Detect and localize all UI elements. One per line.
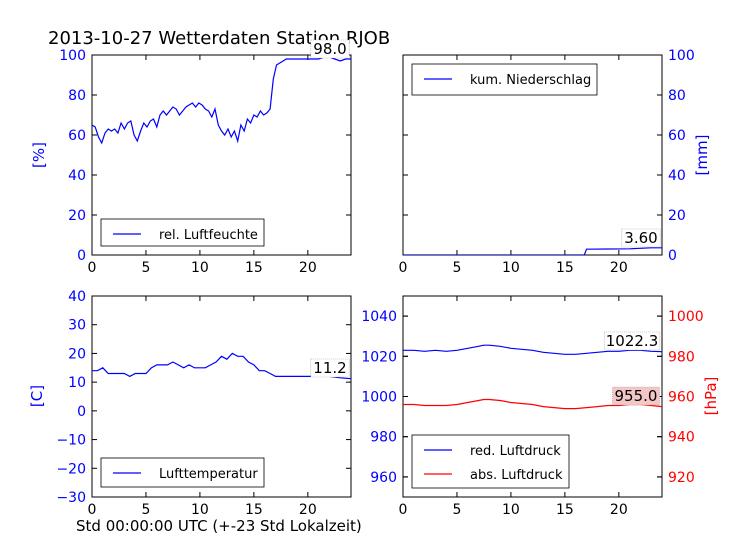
y-tick-label: −30 [56, 490, 86, 506]
panel-bottom-right: 0 5 10 15 20 960 980 1000 1020 1040 920 940 960 980 10… [361, 295, 720, 518]
x-tick-label: 20 [299, 502, 317, 518]
series-line [403, 344, 662, 355]
figure-title: 2013-10-27 Wetterdaten Station RJOB [48, 28, 390, 49]
y-tick-label: 1020 [361, 349, 397, 365]
x-tick-label: 10 [502, 260, 520, 276]
legend-label: Lufttemperatur [159, 467, 258, 482]
y-tick-label: 0 [668, 248, 677, 264]
x-axis-label: Std 00:00:00 UTC (+-23 Std Lokalzeit) [76, 517, 362, 535]
y-tick-label: 0 [77, 404, 86, 420]
y-tick-label: 100 [668, 48, 695, 64]
legend-label: rel. Luftfeuchte [159, 228, 258, 243]
x-tick-label: 15 [245, 260, 263, 276]
panel-bottom-left: 0 5 10 15 20 −30 −20 −10 0 10 20 30 40 [C] Lufttempera… [28, 289, 352, 518]
y-tick-label: −10 [56, 433, 86, 449]
value-annotation-box [603, 331, 661, 351]
y-tick-label: 20 [668, 208, 686, 224]
panel-top-left: 0 5 10 15 20 0 20 40 60 80 100 [%] rel. Luftfeuchte 9… [30, 39, 352, 276]
legend-label: kum. Niederschlag [470, 73, 591, 88]
legend-box [100, 218, 265, 247]
y-tick-label: −20 [56, 461, 86, 477]
y-tick-label: 100 [59, 48, 86, 64]
value-annotation: 1022.3 [606, 332, 659, 350]
y-tick-label: 60 [68, 128, 86, 144]
y-tick-label: 940 [668, 430, 695, 446]
value-annotation: 3.60 [624, 229, 657, 247]
legend-box [411, 434, 570, 489]
x-tick-label: 5 [452, 260, 461, 276]
y-tick-label: 80 [68, 88, 86, 104]
x-tick-label: 0 [88, 502, 97, 518]
panel-top-right: 0 5 10 15 20 0 20 40 60 80 100 [mm] kum. Niederschla… [399, 48, 711, 276]
y-tick-label: 80 [668, 88, 686, 104]
y-tick-label: 30 [68, 318, 86, 334]
plot-frame [91, 54, 352, 256]
y-tick-label: 40 [668, 168, 686, 184]
y-tick-label: 980 [668, 349, 695, 365]
y-tick-label: 20 [68, 346, 86, 362]
y-tick-label: 920 [668, 470, 695, 486]
y-tick-label: 20 [68, 208, 86, 224]
y-axis-label: [mm] [693, 135, 711, 176]
x-tick-label: 20 [299, 260, 317, 276]
y-tick-label: 960 [668, 390, 695, 406]
y-tick-label: 40 [68, 289, 86, 305]
series-line [403, 398, 662, 410]
x-tick-label: 20 [610, 502, 628, 518]
y-axis-label: [C] [28, 385, 46, 407]
x-tick-label: 20 [610, 260, 628, 276]
y-axis-label: [hPa] [702, 377, 720, 416]
value-annotation-box [310, 39, 350, 59]
y-tick-label: 1000 [668, 309, 704, 325]
x-tick-label: 15 [556, 502, 574, 518]
plot-frame [91, 295, 352, 498]
value-annotation-box [612, 386, 660, 406]
x-tick-label: 15 [245, 502, 263, 518]
x-tick-label: 10 [502, 502, 520, 518]
x-tick-label: 5 [141, 502, 150, 518]
legend-label: abs. Luftdruck [470, 468, 563, 483]
value-annotation: 955.0 [615, 387, 658, 405]
y-tick-label: 10 [68, 375, 86, 391]
y-tick-label: 980 [370, 430, 397, 446]
x-tick-label: 0 [88, 260, 97, 276]
x-tick-label: 10 [191, 260, 209, 276]
x-tick-label: 5 [141, 260, 150, 276]
y-tick-label: 40 [68, 168, 86, 184]
y-tick-label: 960 [370, 470, 397, 486]
x-tick-label: 5 [452, 502, 461, 518]
series-line [92, 56, 351, 145]
y-tick-label: 60 [668, 128, 686, 144]
series-line [403, 247, 662, 255]
x-tick-label: 15 [556, 260, 574, 276]
value-annotation: 98.0 [313, 40, 346, 58]
x-tick-label: 0 [399, 260, 408, 276]
value-annotation-box [310, 358, 350, 378]
y-tick-label: 1000 [361, 390, 397, 406]
y-tick-label: 1040 [361, 309, 397, 325]
value-annotation-box [621, 228, 661, 248]
y-tick-label: 0 [77, 248, 86, 264]
y-axis-label: [%] [30, 142, 48, 168]
legend-label: red. Luftdruck [470, 444, 561, 459]
x-tick-label: 0 [399, 502, 408, 518]
series-line [92, 352, 351, 380]
x-tick-label: 10 [191, 502, 209, 518]
value-annotation: 11.2 [313, 359, 346, 377]
